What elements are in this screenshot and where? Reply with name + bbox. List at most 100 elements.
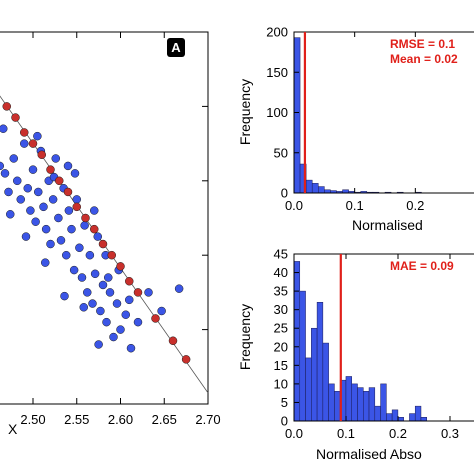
- observed-point: [0, 161, 4, 171]
- histogram-bar: [414, 405, 422, 422]
- observed-point: [70, 169, 80, 178]
- x-tick-label: 0.0: [285, 426, 303, 441]
- y-tick-label: 50: [274, 145, 288, 160]
- predicted-point: [107, 250, 116, 260]
- panel-label-badge: [167, 38, 185, 57]
- predicted-point: [72, 202, 81, 212]
- predicted-point: [116, 262, 125, 271]
- x-tick-label: 2.55: [64, 412, 89, 427]
- observed-point: [39, 202, 48, 212]
- histogram-bar: [293, 261, 301, 422]
- histogram-bar: [386, 413, 393, 422]
- scatter-points: [0, 102, 191, 364]
- scatter-plot-frame: [0, 31, 209, 405]
- mae-annotation: MAE = 0.09: [390, 259, 454, 273]
- histogram-bar: [363, 391, 370, 422]
- observed-point: [104, 273, 113, 282]
- observed-point: [23, 183, 32, 193]
- rmse-y-ticks: 0 50 100 150 200: [266, 25, 299, 201]
- x-tick-label: 0.2: [389, 426, 407, 441]
- observed-point: [64, 206, 74, 215]
- observed-point: [0, 169, 10, 178]
- observed-point: [20, 139, 29, 148]
- y-tick-label: 0: [281, 414, 288, 429]
- rmse-histogram-panel: 0.0 0.1 0.2 0 50 100 150 200 RMSE = 0.1 Mean =…: [237, 25, 474, 233]
- rmse-y-axis-label: Frequency: [237, 79, 253, 145]
- scatter-y-ticks: [202, 105, 208, 405]
- predicted-point: [37, 150, 46, 160]
- mae-histogram-panel: 0.0 0.1 0.2 0.3 0 5 10 15 20 25 30 35 40 45 MAE = 0.…: [237, 247, 474, 462]
- y-tick-label: 100: [266, 105, 288, 120]
- x-tick-label: 0.2: [406, 198, 424, 213]
- predicted-point: [63, 187, 73, 197]
- observed-point: [41, 258, 50, 267]
- observed-point: [16, 195, 25, 204]
- histogram-bar: [334, 391, 341, 422]
- observed-point: [121, 310, 130, 319]
- observed-point: [77, 273, 87, 282]
- histogram-bar: [345, 376, 352, 422]
- mae-x-ticks: 0.0 0.1 0.2 0.3: [285, 254, 459, 441]
- observed-point: [112, 299, 122, 308]
- observed-point: [60, 291, 69, 301]
- predicted-point: [28, 139, 38, 148]
- observed-point: [94, 340, 103, 349]
- observed-point: [96, 306, 105, 316]
- histogram-bar: [420, 417, 428, 422]
- histogram-bar: [305, 179, 313, 194]
- y-tick-label: 150: [266, 65, 288, 80]
- observed-point: [90, 269, 100, 279]
- predicted-point: [2, 102, 11, 111]
- y-tick-label: 5: [281, 395, 288, 410]
- observed-point: [93, 232, 102, 241]
- observed-point: [88, 299, 97, 308]
- y-tick-label: 45: [274, 247, 288, 262]
- histogram-bar: [391, 409, 399, 422]
- y-tick-label: 10: [274, 376, 288, 391]
- observed-point: [56, 236, 66, 245]
- observed-point: [133, 317, 143, 327]
- predicted-point: [55, 176, 64, 186]
- x-tick-label: 0.1: [346, 198, 364, 213]
- x-tick-label: 2.50: [20, 412, 45, 427]
- observed-point: [28, 165, 38, 174]
- rmse-annotation: RMSE = 0.1: [390, 37, 455, 51]
- observed-point: [75, 243, 84, 253]
- mean-annotation: Mean = 0.02: [390, 52, 458, 66]
- observed-point: [157, 306, 166, 316]
- histogram-bar: [305, 357, 312, 422]
- histogram-bar: [368, 387, 376, 422]
- x-tick-label: 0.0: [285, 198, 303, 213]
- histogram-bar: [397, 417, 404, 422]
- observed-point: [63, 161, 73, 171]
- observed-point: [80, 221, 89, 230]
- y-tick-label: 30: [274, 302, 288, 317]
- predicted-point: [90, 224, 99, 234]
- histogram-bar: [322, 342, 329, 422]
- scatter-x-axis-label: X: [8, 421, 18, 437]
- histogram-bar: [357, 387, 364, 422]
- histogram-bar: [293, 37, 301, 194]
- mae-histogram-frame: [293, 253, 474, 422]
- observed-point: [90, 206, 99, 215]
- observed-point: [98, 280, 108, 290]
- observed-point: [72, 195, 81, 204]
- observed-point: [85, 250, 95, 260]
- mae-y-ticks: 0 5 10 15 20 25 30 35 40 45: [274, 247, 299, 429]
- y-tick-label: 200: [266, 25, 288, 40]
- predicted-point: [151, 314, 160, 323]
- scatter-x-ticks: 2.50 2.55 2.60 2.65 2.70: [20, 32, 221, 427]
- histogram-bar: [374, 405, 381, 422]
- histogram-bar: [380, 383, 387, 422]
- panel-label: A: [171, 40, 181, 55]
- observed-point: [67, 224, 76, 234]
- observed-point: [109, 332, 118, 342]
- x-tick-label: 0.3: [441, 426, 459, 441]
- observed-point: [79, 303, 88, 312]
- observed-point: [105, 288, 115, 297]
- observed-point: [174, 284, 184, 293]
- observed-point: [13, 176, 22, 186]
- histogram-bar: [409, 413, 416, 422]
- scatter-panel: 2.50 2.55 2.60 2.65 2.70 A X: [0, 31, 221, 437]
- observed-point: [126, 343, 136, 353]
